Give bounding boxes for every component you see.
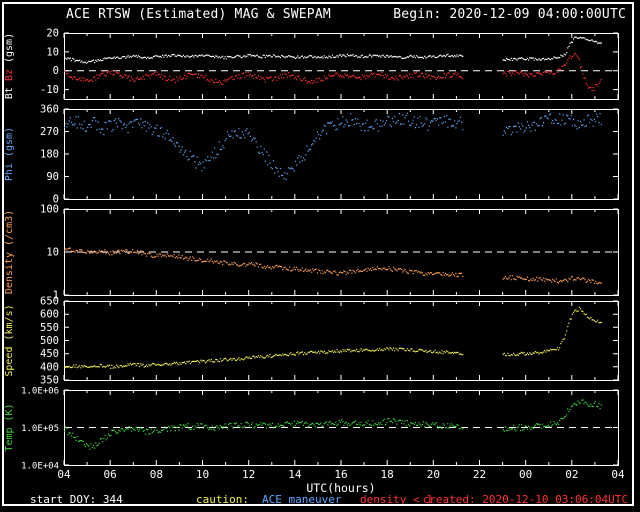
series-temp	[64, 399, 602, 450]
y-tick-label: 360	[40, 104, 59, 116]
y-tick-label: 0	[53, 65, 59, 77]
x-tick-label: 12	[242, 468, 255, 481]
x-tick-label: 16	[334, 468, 347, 481]
y-axis-label-part: (K)	[4, 403, 15, 422]
y-axis-label-part: Temp	[4, 427, 15, 452]
series-density	[64, 247, 602, 285]
x-tick-label: 18	[381, 468, 394, 481]
y-tick-label: 450	[40, 348, 59, 360]
y-tick-label: 650	[40, 296, 59, 308]
y-axis-label-speed: Speed (km/s)	[4, 301, 15, 380]
x-tick-label: 22	[473, 468, 486, 481]
x-tick-label: 02	[565, 468, 578, 481]
y-tick-label: 1	[53, 290, 59, 302]
series-phi	[64, 112, 602, 180]
y-axis-label-part: Phi	[4, 163, 15, 182]
footer-bar: start DOY: 344 caution: ACE maneuver den…	[0, 493, 640, 509]
y-axis-label-temp: Temp (K)	[4, 390, 15, 465]
series-bt	[64, 36, 602, 64]
y-tick-label: 100	[40, 204, 59, 216]
maneuver-label: ACE maneuver	[262, 493, 342, 506]
panel-ticks	[63, 108, 619, 200]
y-axis-label-part: Density	[4, 251, 15, 295]
y-tick-label: 600	[40, 309, 59, 321]
panel-ticks	[63, 208, 619, 296]
panel-frame-speed	[64, 301, 619, 381]
y-axis-label-part: Speed	[4, 346, 15, 377]
y-tick-label: 10	[46, 46, 59, 58]
x-tick-label: 04	[611, 468, 625, 481]
begin-timestamp: Begin: 2020-12-09 04:00:00UTC	[393, 7, 626, 22]
y-tick-label: 550	[40, 322, 59, 334]
created-timestamp: created: 2020-12-10 03:06:04UTC	[422, 493, 628, 506]
y-tick-label: 270	[40, 126, 59, 138]
title-bar: ACE RTSW (Estimated) MAG & SWEPAM Begin:…	[66, 7, 626, 22]
y-tick-label: 10	[46, 247, 59, 259]
y-tick-label: -10	[40, 84, 59, 96]
density-note-label: density < 1	[360, 493, 433, 506]
x-tick-label: 00	[519, 468, 532, 481]
caution-label: caution:	[196, 493, 249, 506]
y-axis-label-phi: Phi (gsm)	[4, 109, 15, 199]
panel-ticks	[63, 300, 619, 381]
y-tick-label: 1.0E+06	[21, 387, 59, 397]
y-axis-label-part: (gsm)	[4, 32, 15, 63]
x-tick-label: 06	[104, 468, 117, 481]
x-tick-label: 10	[196, 468, 209, 481]
y-tick-label: 1.0E+05	[21, 424, 59, 434]
panel-ticks	[63, 32, 619, 99]
y-tick-label: 0	[53, 194, 59, 206]
y-tick-label: 1.0E+04	[21, 462, 59, 472]
y-axis-label-mag: Bt Bz (gsm)	[4, 33, 15, 99]
x-tick-label: 04	[57, 468, 71, 481]
y-axis-label-part: Bt	[4, 87, 15, 100]
y-axis-label-part: (/cm3)	[4, 209, 15, 246]
y-tick-label: 500	[40, 335, 59, 347]
panel-frame-mag	[64, 33, 619, 100]
x-tick-label: 14	[288, 468, 302, 481]
y-tick-label: 400	[40, 361, 59, 373]
x-tick-label: 08	[150, 468, 163, 481]
y-tick-label: 20	[46, 28, 59, 40]
panel-ticks	[63, 389, 619, 466]
plot-title: ACE RTSW (Estimated) MAG & SWEPAM	[66, 7, 331, 22]
series-bz	[64, 53, 602, 92]
y-axis-label-part: (km/s)	[4, 304, 15, 341]
y-axis-label-part: (gsm)	[4, 126, 15, 158]
series-speed	[64, 306, 602, 369]
x-tick-label: 20	[427, 468, 440, 481]
y-tick-label: 180	[40, 149, 59, 161]
y-tick-label: 350	[40, 375, 59, 387]
start-doy-label: start DOY: 344	[30, 493, 123, 506]
y-axis-label-density: Density (/cm3)	[4, 209, 15, 295]
y-tick-label: 90	[46, 171, 59, 183]
y-axis-label-part: Bz	[4, 69, 15, 82]
x-axis-label: UTC(hours)	[306, 481, 376, 495]
